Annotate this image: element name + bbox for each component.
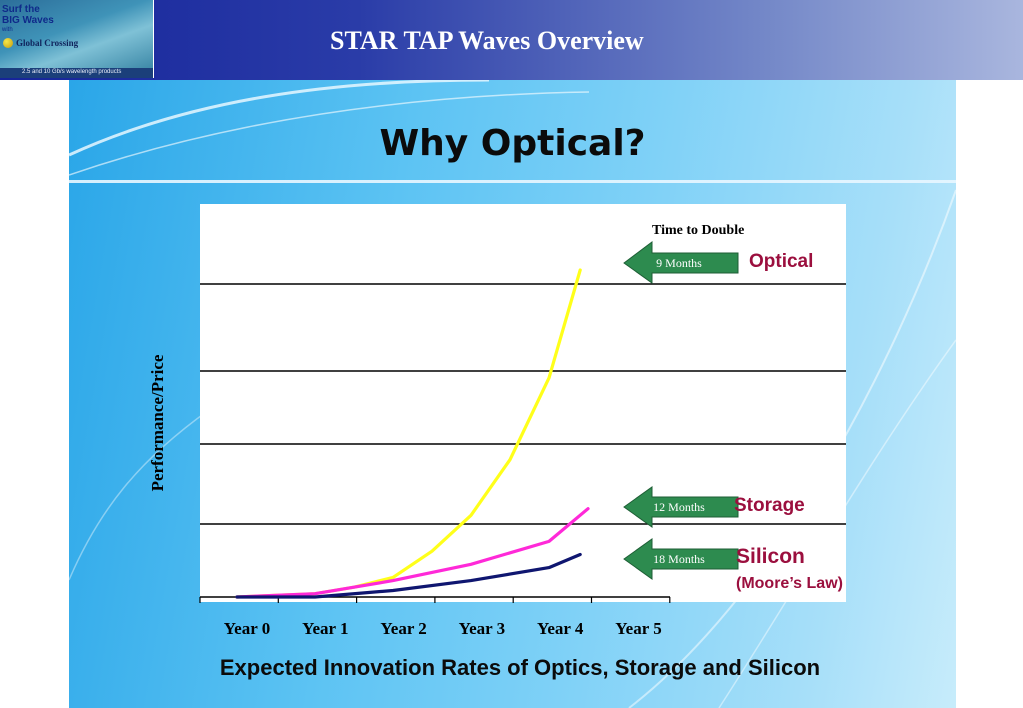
slide-title: Why Optical? (379, 123, 646, 164)
series-line-silicon (235, 552, 582, 599)
x-tick-label: Year 0 (224, 619, 270, 638)
slide-header: Surf the BIG Waves with Global Crossing … (0, 0, 1023, 80)
series-label-silicon: Silicon (736, 545, 805, 568)
callout-doubling-label: 12 Months (653, 500, 705, 514)
series-label-storage: Storage (734, 495, 805, 516)
callout-doubling-label: 9 Months (656, 256, 702, 270)
series-label-optical: Optical (749, 251, 813, 272)
x-tick-label: Year 2 (380, 619, 426, 638)
x-tick-label: Year 4 (537, 619, 584, 638)
series-sublabel-silicon: (Moore’s Law) (736, 575, 843, 592)
chart-caption: Expected Innovation Rates of Optics, Sto… (219, 655, 821, 680)
callout-arrow-storage (623, 486, 739, 528)
callout-doubling-label: 18 Months (653, 552, 705, 566)
x-tick-label: Year 5 (615, 619, 661, 638)
logo-tagline: 2.5 and 10 Gb/s wavelength products (22, 69, 122, 75)
legend-title: Time to Double (652, 223, 744, 238)
title-divider (69, 180, 956, 183)
logo-line-1: Surf the (2, 4, 40, 15)
slide-background: Why Optical? Expected Innovation Rates o… (69, 80, 956, 708)
globe-icon (3, 38, 13, 48)
callout-arrow-optical (623, 241, 739, 284)
series-line-storage (235, 507, 590, 599)
x-tick-label: Year 3 (459, 619, 505, 638)
logo-brand: Global Crossing (16, 38, 79, 48)
callout-arrow-silicon (623, 538, 739, 580)
page-title: STAR TAP Waves Overview (330, 26, 644, 55)
logo-line-3: with (2, 27, 13, 33)
logo-line-2: BIG Waves (2, 15, 54, 26)
y-axis-label: Performance/Price (148, 354, 167, 491)
global-crossing-logo: Surf the BIG Waves with Global Crossing … (0, 0, 154, 78)
x-tick-label: Year 1 (302, 619, 348, 638)
logo-strip (0, 68, 153, 78)
